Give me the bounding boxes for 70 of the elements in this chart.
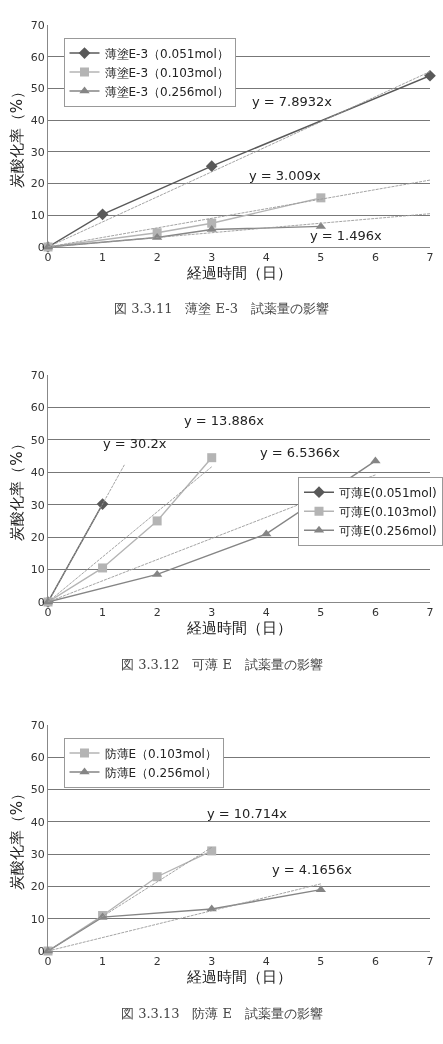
- y-tick-label: 20: [30, 177, 45, 191]
- y-tick-label: 30: [30, 145, 45, 159]
- x-tick-label: 4: [262, 251, 270, 265]
- x-tick-label: 2: [153, 251, 161, 265]
- annotation: y = 13.886x: [184, 413, 265, 428]
- x-tick-label: 3: [208, 251, 216, 265]
- y-tick-label: 60: [30, 751, 45, 765]
- x-tick-label: 6: [371, 606, 379, 620]
- legend-label: 防薄E（0.103mol）: [104, 746, 217, 761]
- x-axis-title: 経過時間（日）: [185, 264, 292, 283]
- x-tick-label: 3: [208, 955, 216, 969]
- x-tick-label: 7: [426, 606, 434, 620]
- y-tick-label: 10: [30, 209, 45, 223]
- y-tick-label: 30: [30, 847, 45, 861]
- legend-label: 可薄E(0.051mol): [339, 485, 437, 500]
- x-tick-label: 2: [153, 606, 161, 620]
- legend-label: 薄塗E-3（0.256mol）: [104, 84, 229, 99]
- y-tick-label: 50: [30, 433, 45, 447]
- y-tick-label: 60: [30, 50, 45, 64]
- caption: 図 3.3.12 可薄 E 試薬量の影響: [121, 657, 324, 672]
- y-axis-title: 炭酸化率（%）: [8, 436, 27, 541]
- y-tick-label: 50: [30, 82, 45, 96]
- y-tick-label: 20: [30, 880, 45, 894]
- y-tick-label: 0: [37, 944, 45, 958]
- annotation: y = 30.2x: [103, 436, 167, 451]
- y-tick-label: 40: [30, 466, 45, 480]
- x-axis-title: 経過時間（日）: [185, 968, 292, 987]
- y-axis-title: 炭酸化率（%）: [8, 785, 27, 891]
- legend-label: 薄塗E-3（0.051mol）: [104, 46, 229, 61]
- x-tick-label: 1: [99, 955, 107, 969]
- annotation: y = 4.1656x: [272, 862, 353, 877]
- x-tick-label: 3: [208, 606, 216, 620]
- y-tick-label: 30: [30, 498, 45, 512]
- annotation: y = 10.714x: [207, 806, 288, 821]
- x-tick-label: 1: [99, 606, 107, 620]
- x-tick-label: 5: [317, 955, 325, 969]
- y-tick-label: 70: [30, 368, 45, 382]
- y-tick-label: 0: [37, 240, 45, 254]
- y-tick-label: 20: [30, 530, 45, 544]
- x-tick-label: 1: [99, 251, 107, 265]
- annotation: y = 7.8932x: [252, 94, 333, 109]
- y-tick-label: 40: [30, 815, 45, 829]
- x-tick-label: 7: [426, 955, 434, 969]
- y-tick-label: 70: [30, 718, 45, 732]
- y-tick-label: 0: [37, 595, 45, 609]
- caption: 図 3.3.13 防薄 E 試薬量の影響: [121, 1006, 324, 1021]
- x-tick-label: 4: [262, 606, 270, 620]
- y-tick-label: 60: [30, 401, 45, 415]
- y-tick-label: 40: [30, 113, 45, 127]
- y-tick-label: 70: [30, 18, 45, 32]
- x-tick-label: 2: [153, 955, 161, 969]
- x-tick-label: 7: [426, 251, 434, 265]
- legend-label: 防薄E（0.256mol）: [104, 765, 217, 780]
- legend-label: 可薄E(0.103mol): [339, 504, 437, 519]
- x-tick-label: 5: [317, 606, 325, 620]
- legend-label: 可薄E(0.256mol): [339, 523, 437, 538]
- x-axis-title: 経過時間（日）: [185, 619, 292, 638]
- annotation: y = 6.5366x: [260, 445, 341, 460]
- y-tick-label: 50: [30, 783, 45, 797]
- y-tick-label: 10: [30, 563, 45, 577]
- caption: 図 3.3.11 薄塗 E-3 試薬量の影響: [114, 301, 330, 316]
- x-tick-label: 6: [371, 955, 379, 969]
- legend-label: 薄塗E-3（0.103mol）: [104, 65, 229, 80]
- x-tick-label: 4: [262, 955, 270, 969]
- x-tick-label: 6: [371, 251, 379, 265]
- annotation: y = 1.496x: [310, 228, 383, 243]
- y-axis-title: 炭酸化率（%）: [8, 83, 27, 189]
- y-tick-label: 10: [30, 912, 45, 926]
- annotation: y = 3.009x: [249, 168, 322, 183]
- x-tick-label: 5: [317, 251, 325, 265]
